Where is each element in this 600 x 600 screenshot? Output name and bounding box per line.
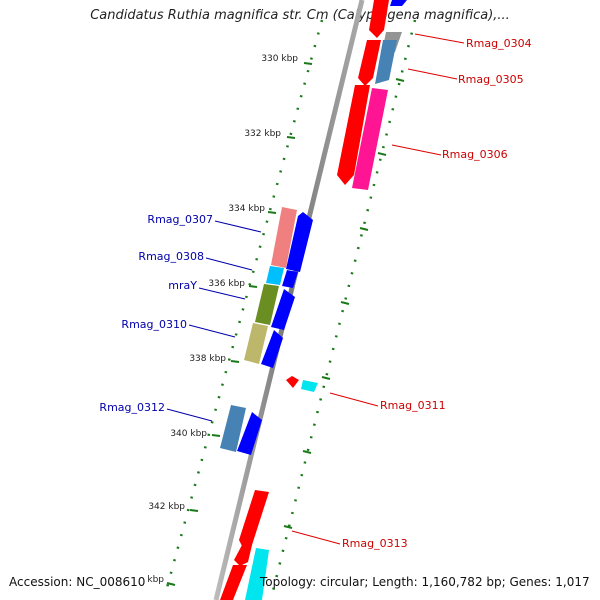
accession-text: Accession: NC_008610 [9,575,146,589]
tick-label-340: 340 kbp [170,429,207,439]
gene-label-rmag-0312[interactable]: Rmag_0312 [99,401,165,414]
leader-rmag-0304 [414,33,465,44]
leader-rmag-0310 [188,324,236,338]
gene-rmag-0313b[interactable] [234,545,252,566]
tick-label-332: 332 kbp [244,129,281,139]
gene-label-rmag-0308[interactable]: Rmag_0308 [138,250,204,263]
ruler-track-left [163,19,324,596]
gene-rmag-0307-arrow[interactable] [286,212,313,272]
gene-rmag-0310-body[interactable] [244,323,268,364]
gene-label-rmag-0306[interactable]: Rmag_0306 [442,148,508,161]
tick-mark [211,434,221,437]
gene-rmag-0306-body[interactable] [352,88,388,190]
gene-label-rmag-0307[interactable]: Rmag_0307 [147,213,213,226]
leader-rmag-0306 [391,144,442,156]
forward-strand-genes [220,207,313,455]
gene-rmag-0313c[interactable] [245,548,269,600]
gene-label-mray[interactable]: mraY [168,279,197,292]
tick-mark [340,301,350,305]
tick-mark [302,450,312,454]
gene-rmag-0307-body[interactable] [271,207,297,268]
leader-rmag-0312 [166,408,213,422]
tick-mark [230,360,240,363]
gene-rmag-0310-arrow[interactable] [261,330,283,368]
tick-mark [189,509,199,512]
gene-label-rmag-0310[interactable]: Rmag_0310 [121,318,187,331]
gene-rmag-0311-arrow[interactable] [286,376,299,388]
tick-mark [267,211,277,214]
leader-rmag-0307 [214,220,262,233]
topology-text: Topology: circular; Length: 1,160,782 bp… [260,575,590,589]
tick-mark [321,376,331,380]
gene-rmag-0313d[interactable] [220,565,247,600]
gene-rmag-0312-arrow[interactable] [237,412,262,455]
tick-label-330: 330 kbp [261,54,298,64]
leader-rmag-0308 [205,257,253,271]
tick-label-336: 336 kbp [208,279,245,289]
tick-mark [286,136,296,139]
ruler-ticks: 330 kbp 332 kbp 334 kbp 336 kbp 338 kbp … [147,54,405,586]
gene-rmag-0308-arrow[interactable] [282,270,298,288]
label-leaders [166,33,465,545]
gene-mray-body[interactable] [255,284,279,325]
tick-mark [395,78,405,82]
gene-rmag-0313-arrow[interactable] [239,490,269,548]
gene-rmag-0305-body[interactable] [375,40,397,84]
gene-label-rmag-0304[interactable]: Rmag_0304 [466,37,532,50]
gene-mray-arrow[interactable] [271,289,295,330]
gene-rmag-0306-arrow[interactable] [337,85,370,185]
gene-rmag-0304-arrow[interactable] [369,0,389,38]
tick-mark [166,582,176,586]
leader-rmag-0305 [407,68,458,80]
tick-label-342: 342 kbp [148,502,185,512]
gene-label-rmag-0311[interactable]: Rmag_0311 [380,399,446,412]
leader-rmag-0313 [291,530,341,545]
leader-rmag-0311 [329,392,379,407]
gene-label-rmag-0313[interactable]: Rmag_0313 [342,537,408,550]
leader-mray [198,287,246,300]
gene-rmag-0305-arrow[interactable] [358,40,381,86]
gene-labels: Rmag_0304 Rmag_0305 Rmag_0306 Rmag_0311 … [99,37,531,550]
tick-mark [303,62,313,65]
tick-mark [359,227,369,231]
tick-label-338: 338 kbp [189,354,226,364]
tick-label-334: 334 kbp [228,204,265,214]
tick-mark [283,525,293,529]
gene-rmag-0308-body[interactable] [266,266,284,285]
tick-mark [377,152,387,156]
gene-rmag-0312-body[interactable] [220,405,246,452]
map-title: Candidatus Ruthia magnifica str. Cm (Cal… [90,8,510,23]
reverse-strand-genes [220,0,407,600]
gene-rmag-0304-companion[interactable] [390,0,407,6]
ruler-track-right [270,19,417,596]
tick-label-344: kbp [147,575,164,585]
gene-rmag-0311-body[interactable] [301,380,318,392]
tick-mark [248,285,258,288]
gene-label-rmag-0305[interactable]: Rmag_0305 [458,73,524,86]
